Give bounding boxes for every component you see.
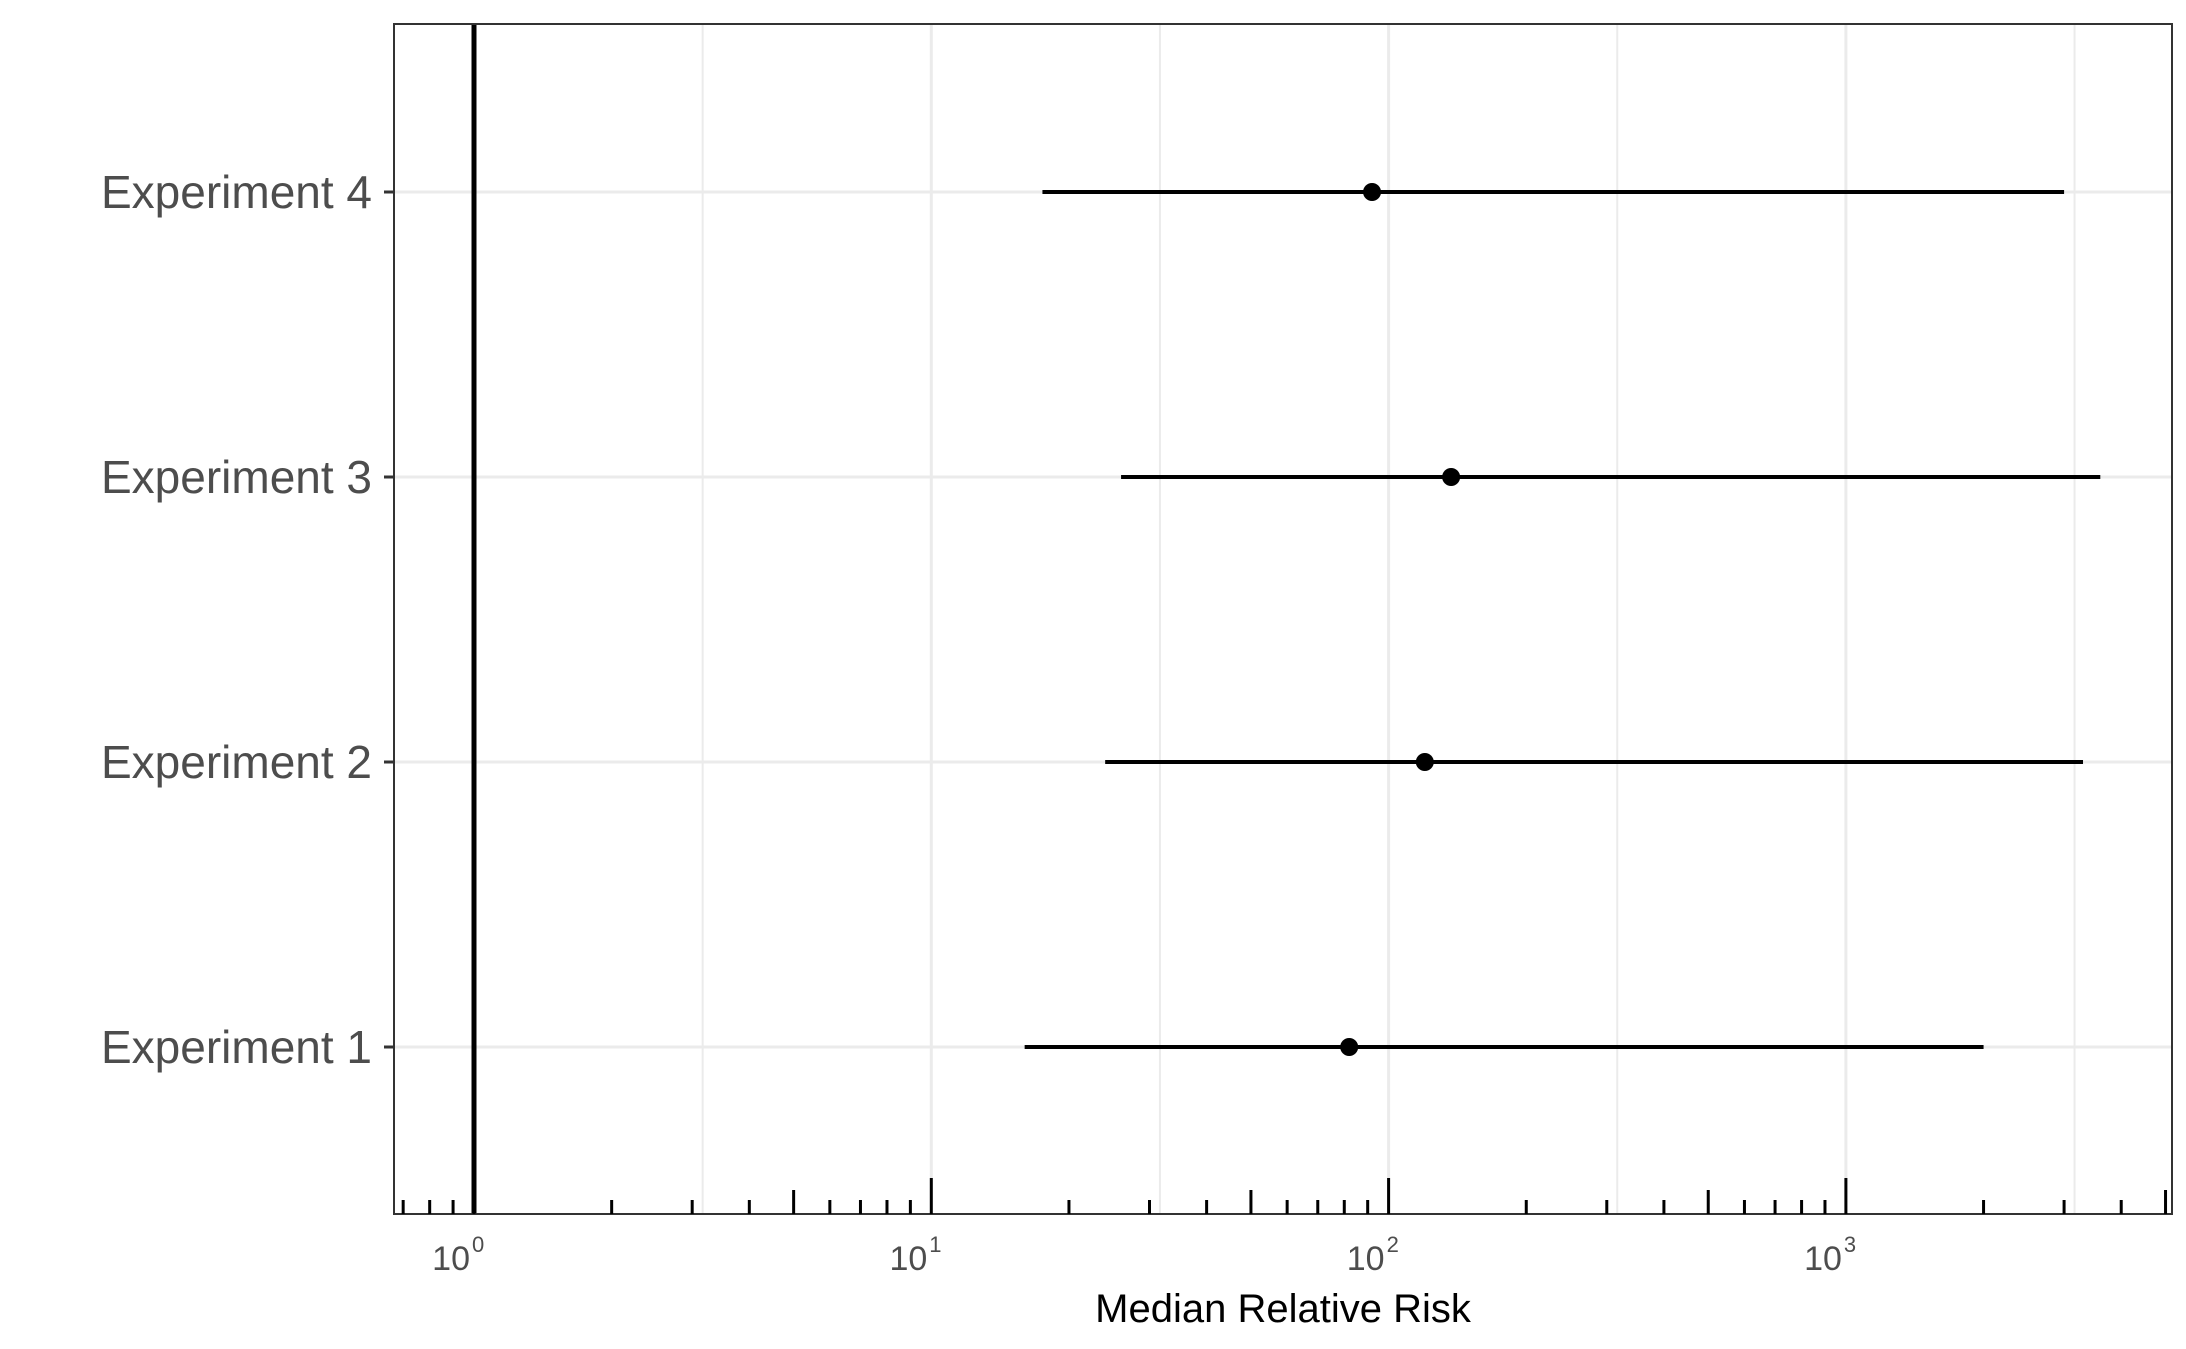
x-tick-base: 10 bbox=[1804, 1240, 1842, 1278]
axis-labels: Experiment 1 Experiment 2 Experiment 3 Expe… bbox=[101, 166, 1856, 1278]
x-tick-exponent: 3 bbox=[1844, 1232, 1856, 1257]
x-axis-title: Median Relative Risk bbox=[1095, 1287, 1472, 1331]
panel-border bbox=[393, 23, 2173, 1215]
grid-lines bbox=[394, 24, 2172, 1214]
point-estimate-2 bbox=[1415, 753, 1434, 771]
x-tick-exponent: 0 bbox=[472, 1232, 484, 1257]
x-tick-base: 10 bbox=[1347, 1240, 1385, 1278]
y-tick-label: Experiment 1 bbox=[101, 1021, 372, 1073]
y-tick-label: Experiment 4 bbox=[101, 166, 372, 218]
y-tick-label: Experiment 3 bbox=[101, 451, 372, 503]
x-tick-base: 10 bbox=[889, 1240, 927, 1278]
y-tick-label: Experiment 2 bbox=[101, 736, 372, 788]
x-tick-label: 10 1 bbox=[889, 1232, 941, 1278]
x-tick-label: 10 3 bbox=[1804, 1232, 1856, 1278]
point-estimate-3 bbox=[1442, 468, 1461, 486]
x-tick-base: 10 bbox=[432, 1240, 470, 1278]
x-tick-exponent: 1 bbox=[929, 1232, 941, 1257]
interval-marks bbox=[1024, 183, 2101, 1056]
x-tick-exponent: 2 bbox=[1387, 1232, 1399, 1257]
x-tick-label: 10 0 bbox=[432, 1232, 484, 1278]
point-estimate-1 bbox=[1340, 1038, 1359, 1056]
x-tick-label: 10 2 bbox=[1347, 1232, 1399, 1278]
point-estimate-4 bbox=[1363, 183, 1382, 201]
axis-ticks bbox=[384, 190, 2168, 1214]
